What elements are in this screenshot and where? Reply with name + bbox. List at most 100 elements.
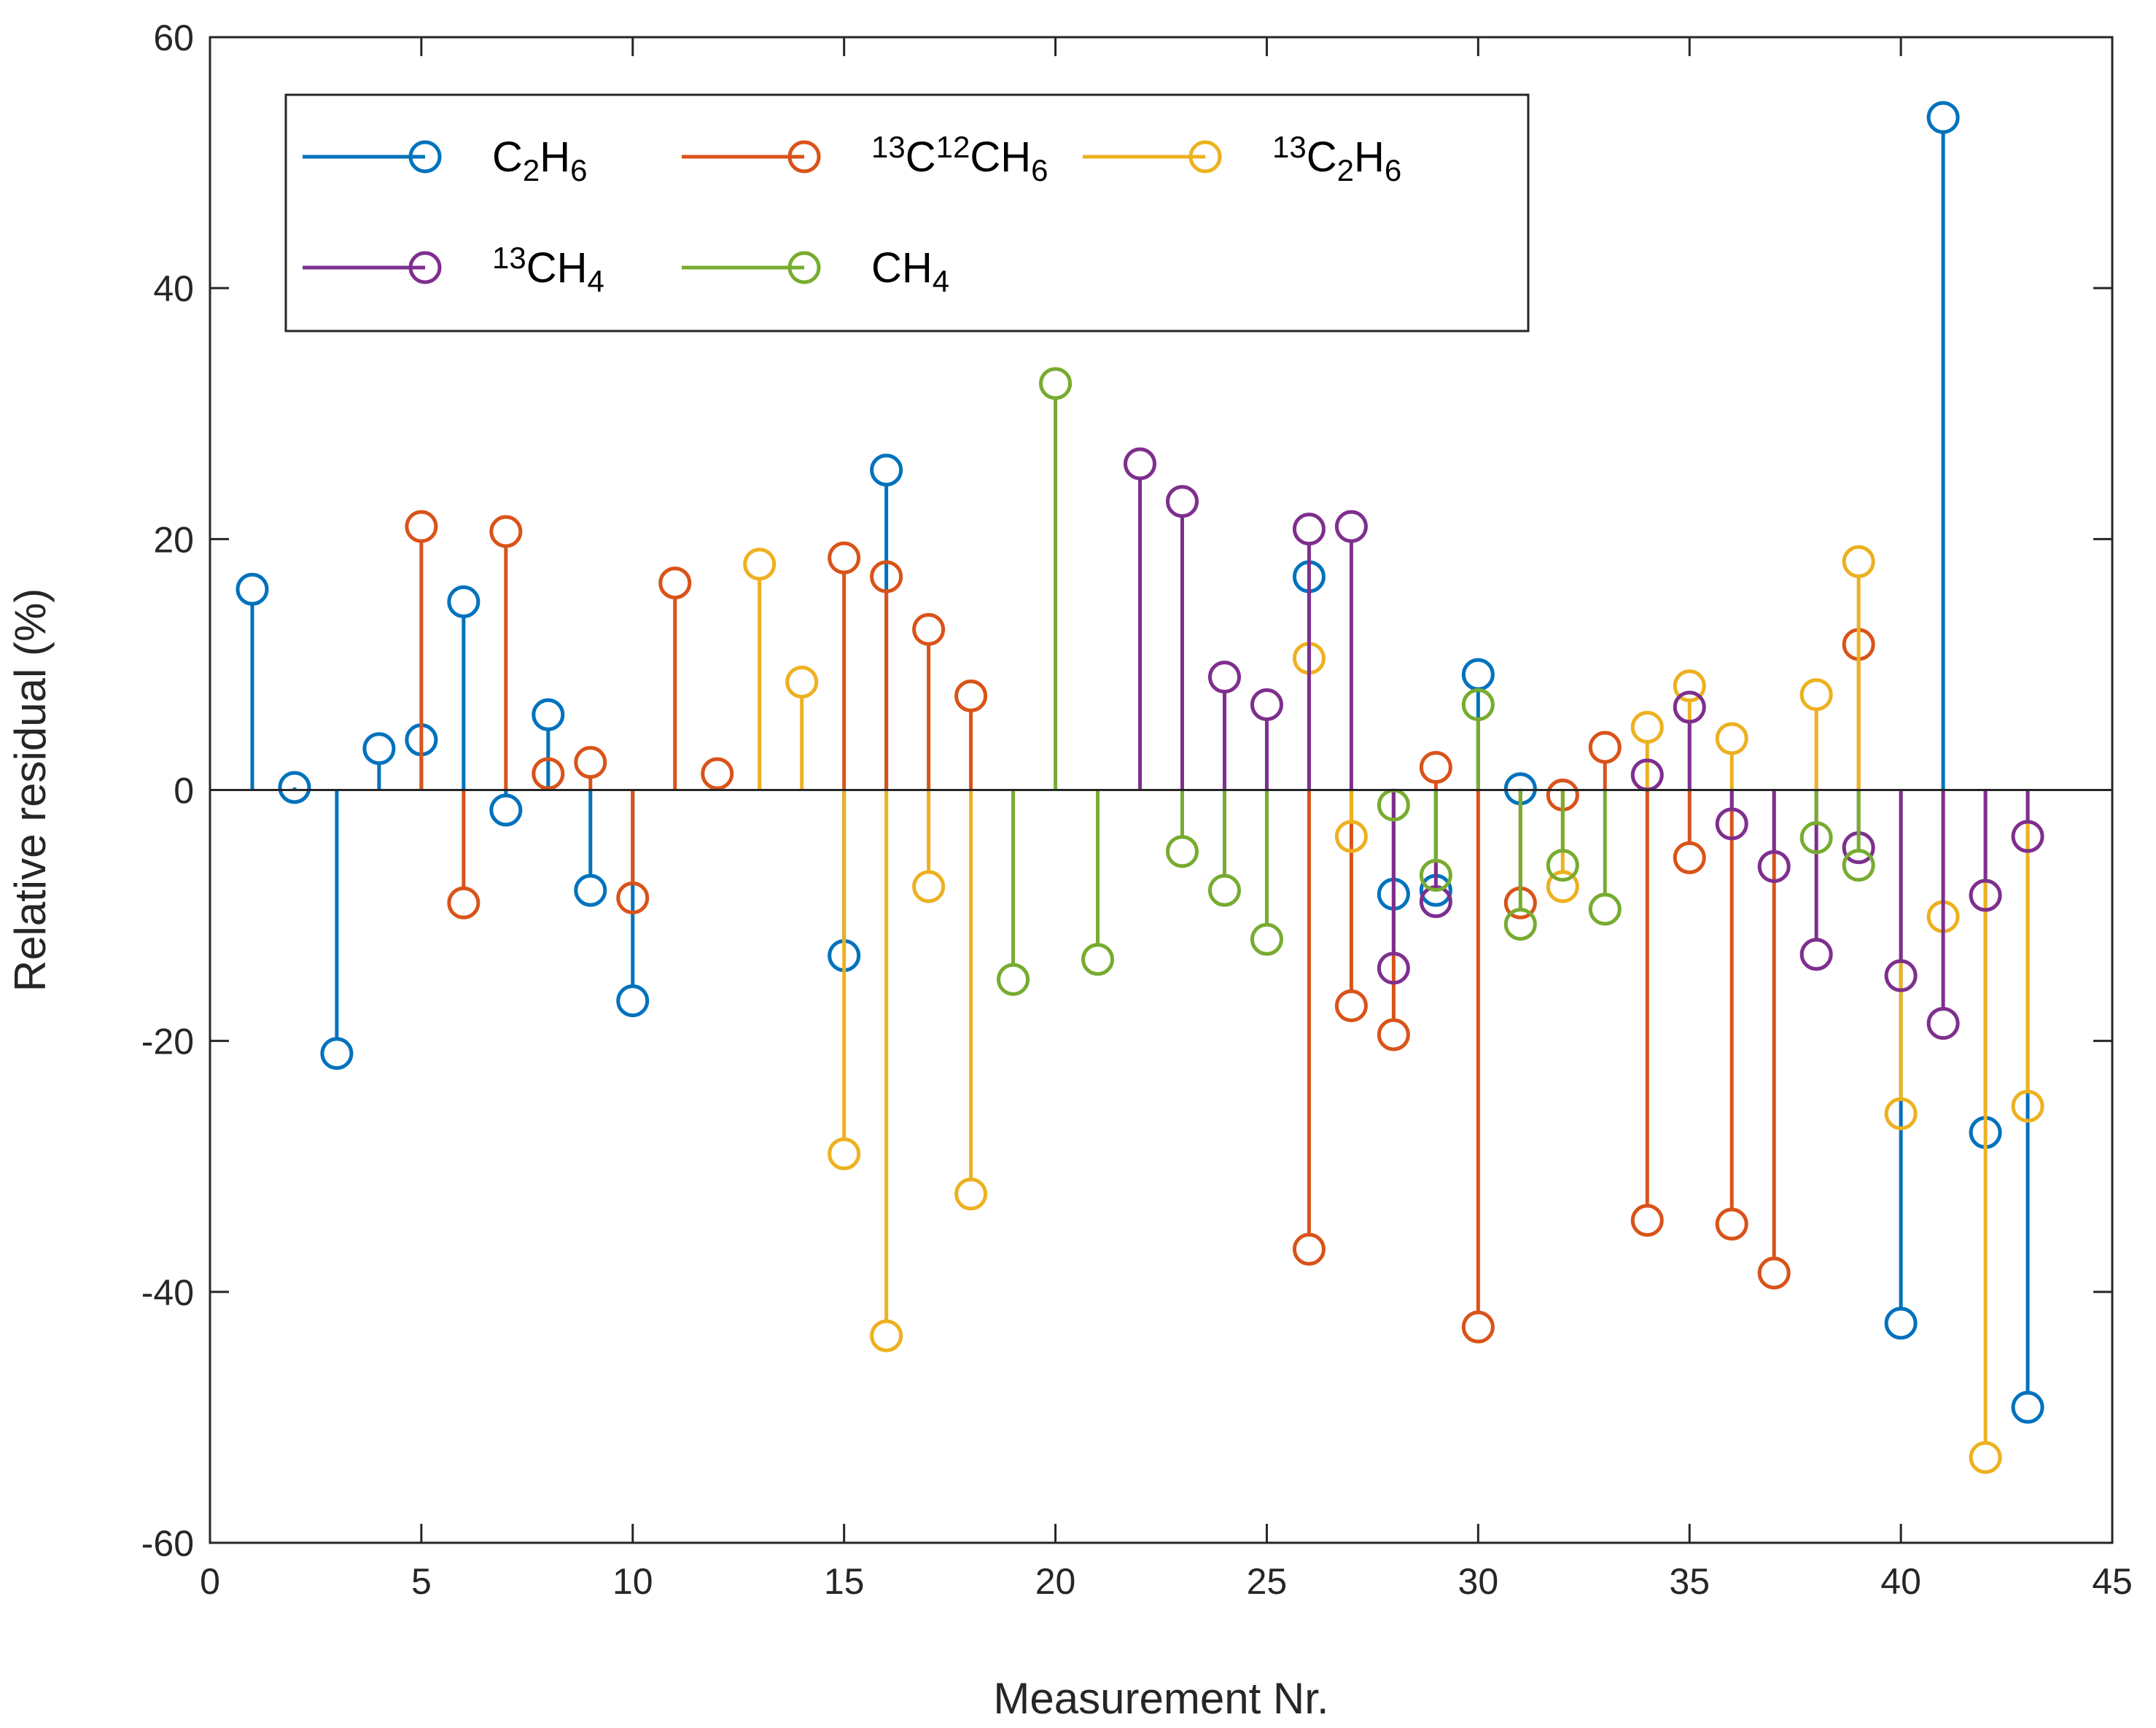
stem-marker [1673,669,1706,703]
stem-marker [1039,367,1073,400]
x-tick-label: 10 [612,1561,653,1602]
x-tick-label: 15 [824,1561,865,1602]
stem-marker [997,962,1030,996]
legend-label-part: 12 [936,130,970,164]
stem-marker [1926,101,1960,134]
y-tick-label: -40 [141,1272,194,1313]
legend-item-13C12CH6: 13C12CH6 [682,130,1048,187]
x-tick-label: 0 [200,1561,220,1602]
legend-label-part: 4 [588,264,604,298]
stem-marker [1969,1441,2002,1474]
y-tick-label: 0 [174,771,194,812]
stem-marker [912,870,946,903]
x-tick-label: 20 [1035,1561,1076,1602]
stem-marker [278,771,311,804]
stem-marker [1588,892,1622,926]
stem-marker [1969,879,2002,912]
legend-marker [408,140,442,174]
x-tick-label: 25 [1247,1561,1288,1602]
legend-label-part: 6 [1031,153,1048,187]
stem-marker [1292,1232,1326,1266]
stem-marker [785,666,819,699]
legend-item-13CH4: 13CH4 [303,241,604,298]
stem-marker [489,793,523,827]
stem-series-group [236,101,2044,1474]
stem-marker [574,873,607,907]
stem-marker [1546,849,1579,882]
stem-marker [701,757,734,790]
series-13C12CH6 [405,510,1875,1344]
legend-label-part: 2 [1337,153,1354,187]
stem-marker [1715,722,1748,755]
stem-marker [532,698,565,731]
stem-marker [1124,447,1157,480]
legend-marker [1188,140,1222,174]
stem-marker [1842,545,1875,578]
legend-item-CH4: CH4 [682,244,949,298]
y-tick-label: 20 [153,519,194,560]
stem-marker [828,1137,861,1171]
stem-marker [1715,807,1748,841]
stem-marker [1334,820,1368,853]
legend-label-part: C [1307,133,1337,181]
stem-marker [236,572,269,606]
stem-marker [320,1037,354,1070]
legend-label-part: H [1354,133,1385,181]
stem-marker [1165,485,1199,518]
stem-marker [1165,835,1199,868]
legend-label-part: CH [970,133,1031,181]
stem-marker [1842,849,1875,882]
stem-marker [1081,943,1115,976]
stem-marker [616,984,650,1018]
stem-marker [1926,1007,1960,1040]
legend-label-part: H [540,133,570,181]
stem-marker [489,515,523,548]
legend-marker [787,140,821,174]
stem-marker [1250,688,1283,721]
stem-marker [743,548,777,581]
stem-marker [362,732,396,766]
legend-label: 13C12CH6 [871,130,1048,187]
stem-marker [405,510,438,543]
legend-label-part: 13 [871,130,906,164]
x-tick-label: 40 [1880,1561,1921,1602]
legend-label-part: CH [871,244,933,292]
y-tick-label: 60 [153,17,194,58]
stem-marker [870,1319,903,1353]
stem-marker [574,746,607,779]
stem-marker [1461,1310,1495,1344]
tick-group: 0 5 10 15 20 25 30 35 40 45 -60 -40 -20 0 20 40 60 [141,17,2133,1602]
stem-marker [447,886,480,919]
stem-marker [1630,1204,1664,1237]
stem-marker [1419,859,1452,892]
x-tick-label: 5 [411,1561,432,1602]
stem-marker [2011,1390,2044,1424]
legend-label-part: 13 [492,241,526,275]
stem-marker [1884,1097,1918,1130]
x-tick-label: 30 [1458,1561,1499,1602]
stem-marker [532,757,565,790]
stem-marker [1334,510,1368,543]
legend-label: 13CH4 [492,241,604,297]
stem-marker [616,881,650,914]
stem-marker [2011,820,2044,853]
legend-label: C2H6 [492,133,588,187]
stem-marker [1377,951,1410,985]
legend-label-part: 4 [933,264,949,298]
stem-marker [912,612,946,646]
stem-marker [1588,731,1622,764]
stem-marker [870,454,903,487]
stem-marker [1546,870,1579,903]
stem-marker [1884,959,1918,992]
y-tick-label: -20 [141,1021,194,1062]
stem-marker [1292,513,1326,546]
legend-label-part: 13 [1272,130,1307,164]
stem-marker [954,1178,988,1211]
stem-marker [1419,885,1452,919]
x-axis-label: Measurement Nr. [993,1674,1328,1723]
stem-marker [870,560,903,593]
legend-label-part: 2 [523,153,540,187]
y-tick-label: -60 [141,1523,194,1564]
legend-label-part: CH [526,244,588,292]
